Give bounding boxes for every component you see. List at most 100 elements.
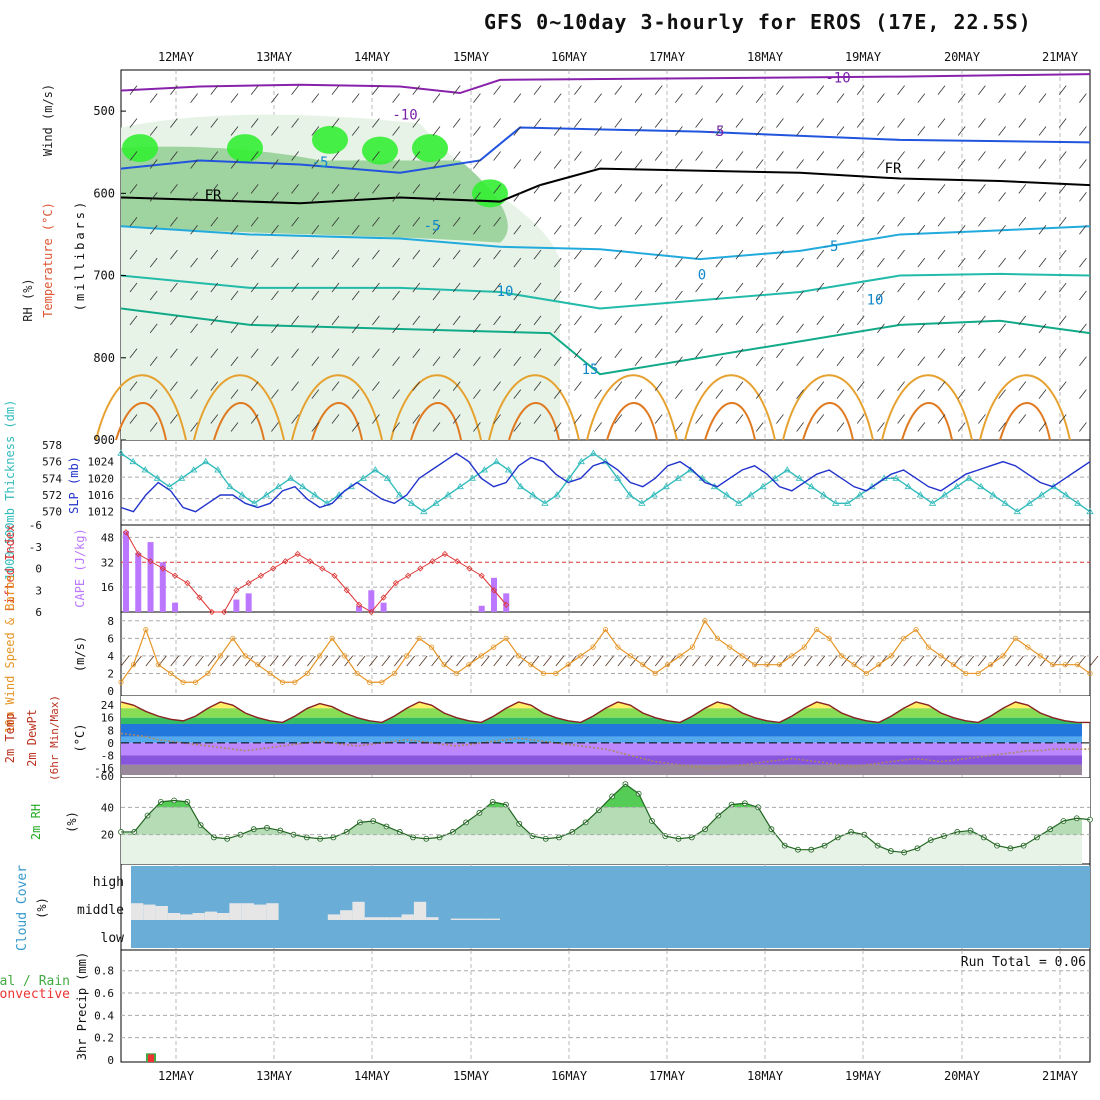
wind-barb: [594, 323, 602, 334]
wind-barb: [836, 356, 845, 367]
wind-barb: [473, 224, 481, 235]
wind-barb: [432, 159, 441, 169]
wind-barb: [392, 290, 400, 301]
cloud-middle-bar: [143, 904, 156, 920]
wind-barb: [392, 224, 400, 235]
cloud-middle-bar: [340, 910, 353, 920]
wind-barb: [533, 85, 542, 95]
wind-barb: [856, 151, 865, 161]
wind-barb: [877, 290, 885, 301]
wind-barb: [1058, 85, 1067, 95]
wind-barb: [331, 184, 340, 194]
wind-barb: [856, 85, 865, 95]
warm-contour: [410, 402, 462, 441]
lifted-point: [490, 587, 498, 594]
wind-barb: [291, 216, 299, 227]
wind-barb: [957, 290, 966, 301]
cape-tick-label: 48: [101, 531, 114, 544]
wind-barb: [351, 93, 360, 103]
wind-barb: [978, 282, 986, 293]
cloud-middle-bar: [229, 903, 242, 920]
wind-barb: [431, 655, 440, 667]
cloud-middle-bar: [192, 913, 205, 920]
wind-barb: [877, 224, 885, 235]
wind-barb: [937, 151, 946, 161]
wind-barb: [654, 348, 663, 359]
cloud-middle-bar: [167, 913, 181, 920]
wind-barb: [250, 315, 259, 326]
wind-barb: [1027, 655, 1037, 667]
wind-point: [789, 653, 795, 659]
wind-barb: [271, 257, 279, 268]
wind-barb: [1038, 422, 1047, 432]
warm-contour: [782, 374, 874, 441]
wind-point: [255, 662, 261, 668]
wind-barb: [149, 323, 158, 334]
wind-barb: [856, 216, 865, 227]
cloud-middle-bar: [155, 906, 168, 920]
wind-barb: [282, 655, 291, 667]
wind-barb: [452, 414, 461, 424]
wind-barb: [755, 323, 764, 334]
wind-barb: [555, 655, 565, 667]
wind-barb: [836, 257, 845, 268]
contour-label: -10: [825, 70, 850, 86]
temp-band: [121, 717, 1082, 724]
wind-barb: [675, 192, 683, 202]
contour-label: -5: [312, 155, 329, 171]
wind-barb: [917, 159, 926, 169]
wind-barb: [149, 290, 158, 301]
wind-barb: [634, 93, 643, 103]
wind-barb: [129, 151, 138, 161]
wind-barb: [553, 323, 562, 334]
wind-barb: [1018, 118, 1027, 128]
wind-barb: [250, 216, 259, 227]
thickness-point: [965, 474, 973, 481]
wind-barb: [432, 323, 441, 334]
rh-tick-label: 40: [101, 801, 114, 814]
wind-barb: [331, 655, 341, 667]
wind-barb: [432, 290, 441, 301]
wind-barb: [791, 655, 801, 667]
wind-barb: [695, 282, 703, 293]
wind-point: [217, 653, 223, 659]
contour-label: 10: [867, 292, 884, 308]
wind-barb: [210, 85, 219, 95]
wind-barb: [917, 290, 926, 301]
wind-point: [130, 662, 137, 668]
wind-barb: [553, 126, 562, 136]
wind-barb: [654, 85, 663, 95]
wind-barb: [574, 151, 582, 161]
wind-barb: [594, 257, 602, 268]
wind-point: [702, 618, 708, 624]
wind-barb: [311, 323, 320, 334]
wind-point: [851, 662, 857, 668]
slp-tick-label: 1012: [88, 506, 115, 519]
wind-barb: [331, 282, 340, 293]
wind-barb: [937, 315, 946, 326]
wind-barb: [311, 389, 320, 399]
wind-barb: [776, 85, 784, 95]
wind-point: [143, 626, 149, 633]
wind-barb: [518, 655, 527, 667]
thickness-tick-label: 572: [42, 489, 62, 502]
wind-barb: [796, 224, 804, 235]
wind-barb: [897, 315, 905, 326]
wind-barb: [614, 414, 623, 424]
wind-barb: [351, 159, 360, 169]
lifted-point: [122, 529, 130, 536]
lifted-point: [441, 550, 448, 558]
wind-barb: [816, 381, 825, 391]
wind-barb: [271, 192, 279, 202]
wind-barb: [617, 655, 627, 667]
wind-barb: [877, 389, 885, 399]
wind-point: [1025, 644, 1031, 650]
wind-barb: [715, 126, 724, 136]
thickness-point: [286, 474, 295, 481]
cloud-background: [131, 866, 1090, 948]
cloud-middle-bar: [180, 914, 193, 920]
wind-barb: [372, 184, 380, 194]
wind-barb: [250, 184, 259, 194]
wind-barb: [331, 216, 340, 227]
wind-barb: [634, 356, 643, 367]
